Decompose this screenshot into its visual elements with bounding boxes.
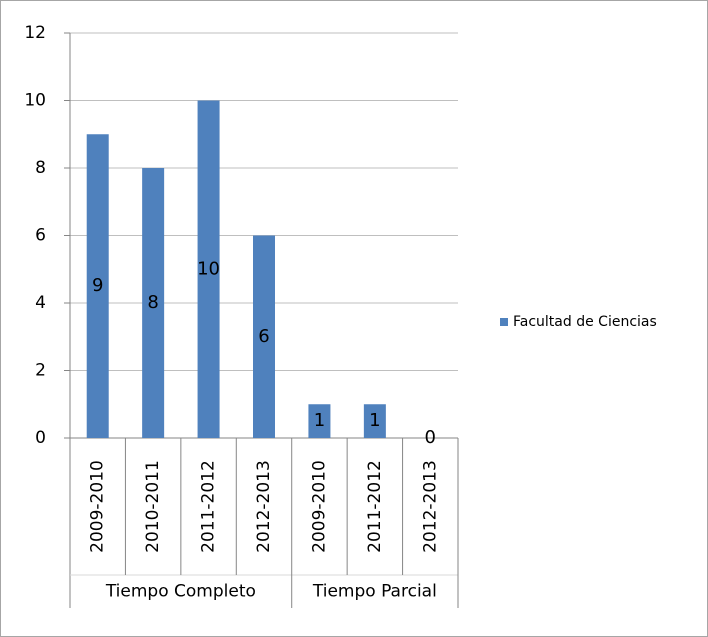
y-tick-label: 8	[35, 158, 46, 178]
bar	[197, 100, 220, 438]
y-tick-label: 0	[35, 428, 46, 448]
bar	[308, 404, 331, 438]
data-label: 10	[197, 258, 220, 279]
y-tick-label: 10	[24, 91, 46, 111]
x-tick-label: 2010-2011	[143, 460, 163, 553]
data-label: 0	[425, 427, 436, 448]
x-tick-label: 2012-2013	[420, 460, 440, 553]
bar	[142, 168, 165, 438]
x-tick-label: 2012-2013	[254, 460, 274, 553]
bar	[363, 404, 386, 438]
data-label: 9	[92, 275, 103, 296]
y-tick-label: 2	[35, 361, 46, 381]
y-tick-label: 4	[35, 293, 46, 313]
x-tick-label: 2011-2012	[365, 460, 385, 553]
legend-swatch	[500, 318, 508, 326]
x-tick-label: 2011-2012	[199, 460, 219, 553]
legend-label: Facultad de Ciencias	[513, 314, 657, 330]
data-label: 1	[369, 410, 380, 431]
bar	[253, 235, 275, 438]
bar	[86, 134, 109, 438]
x-tick-label: 2009-2010	[309, 460, 329, 553]
data-label: 8	[147, 292, 158, 313]
group-label: Tiempo Parcial	[312, 582, 437, 602]
x-tick-label: 2009-2010	[88, 460, 108, 553]
data-label: 6	[258, 326, 269, 347]
data-label: 1	[314, 410, 325, 431]
y-tick-label: 6	[35, 226, 46, 246]
group-label: Tiempo Completo	[105, 582, 256, 602]
y-tick-label: 12	[24, 23, 46, 43]
